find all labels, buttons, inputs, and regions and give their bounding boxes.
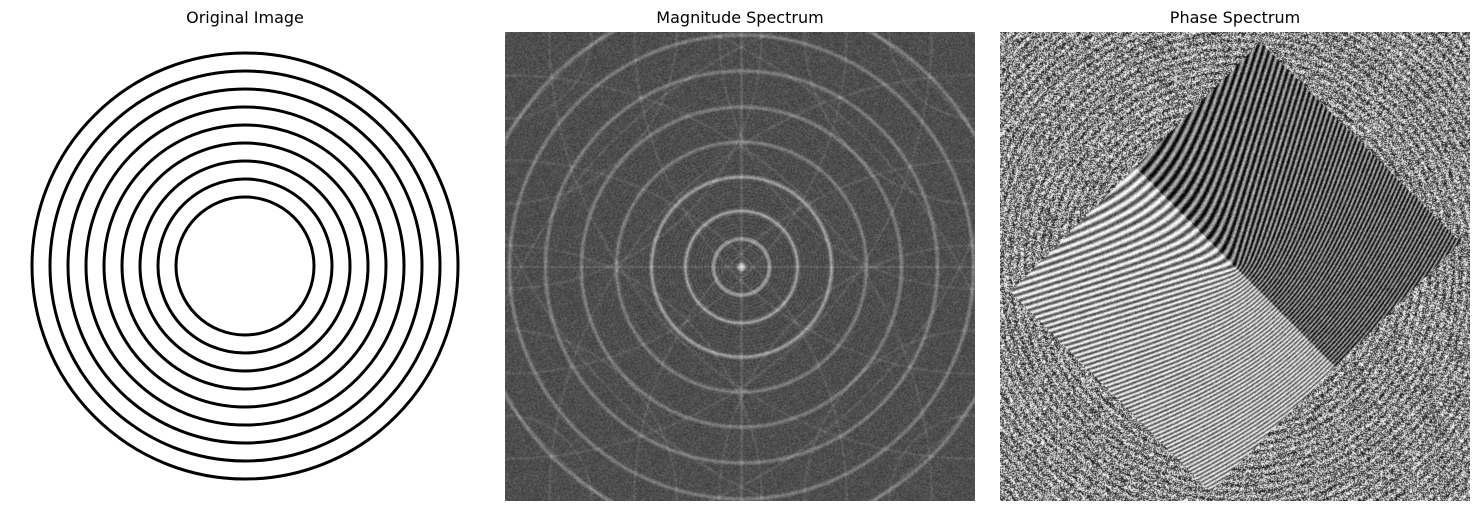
ring-8 xyxy=(48,69,442,463)
phase-spectrum-canvas xyxy=(1000,32,1470,501)
concentric-rings-image xyxy=(30,51,460,481)
ring-2 xyxy=(156,177,334,355)
ring-1 xyxy=(174,195,316,337)
ring-3 xyxy=(138,159,352,373)
magnitude-spectrum-canvas xyxy=(505,32,975,501)
panel-title-magnitude: Magnitude Spectrum xyxy=(656,8,824,27)
ring-4 xyxy=(120,141,370,391)
ring-7 xyxy=(66,87,424,445)
panel-title-original: Original Image xyxy=(186,8,304,27)
ring-6 xyxy=(84,105,406,427)
ring-5 xyxy=(102,123,388,409)
magnitude-spectrum-image xyxy=(505,32,975,501)
phase-spectrum-image xyxy=(1000,32,1470,501)
panel-title-phase: Phase Spectrum xyxy=(1169,8,1301,27)
original-image xyxy=(8,30,482,502)
ring-9 xyxy=(30,51,460,481)
